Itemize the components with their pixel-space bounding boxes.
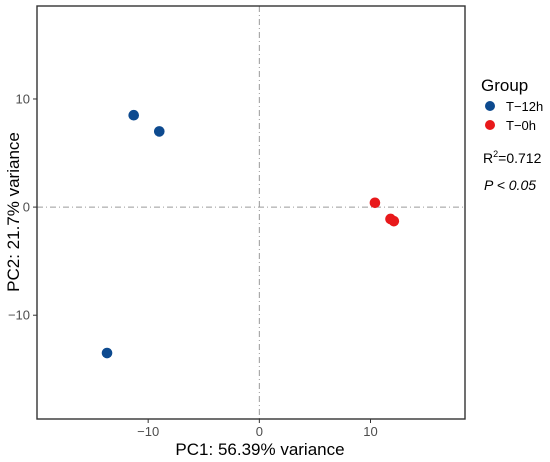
point-t-12h [128, 109, 140, 121]
legend-key-t-0h [485, 120, 495, 130]
x-axis-title: PC1: 56.39% variance [175, 440, 344, 459]
point-t-12h [153, 126, 165, 137]
legend-key-t-12h [485, 101, 495, 111]
x-tick-label: 0 [256, 424, 263, 439]
y-tick-label: −10 [8, 308, 30, 323]
legend-label-t-0h: T−0h [506, 118, 536, 133]
x-tick-label: 10 [363, 424, 377, 439]
p-value-text: P < 0.05 [484, 177, 536, 193]
statistics-annotation: R2=0.712 P < 0.05 [483, 149, 542, 193]
data-points [101, 109, 400, 359]
axis-ticks: −10 0 10 −10 0 10 [8, 91, 378, 439]
r-squared-value: =0.712 [498, 150, 541, 166]
plot-panel-border [36, 5, 466, 420]
point-t-0h [388, 215, 400, 227]
x-tick-label: −10 [137, 424, 159, 439]
legend-label-t-12h: T−12h [506, 99, 543, 114]
y-axis-title: PC2: 21.7% variance [4, 132, 23, 292]
r-squared-text: R2=0.712 [483, 149, 542, 166]
point-t-0h [369, 197, 381, 209]
legend: Group T−12h T−0h [481, 76, 543, 133]
r-squared-superscript: 2 [493, 149, 498, 159]
y-tick-label: 10 [16, 91, 30, 106]
legend-title: Group [481, 76, 528, 95]
reference-lines [37, 6, 465, 419]
r-squared-symbol: R [483, 150, 493, 166]
y-tick-label: 0 [23, 200, 30, 215]
point-t-12h [101, 347, 113, 359]
